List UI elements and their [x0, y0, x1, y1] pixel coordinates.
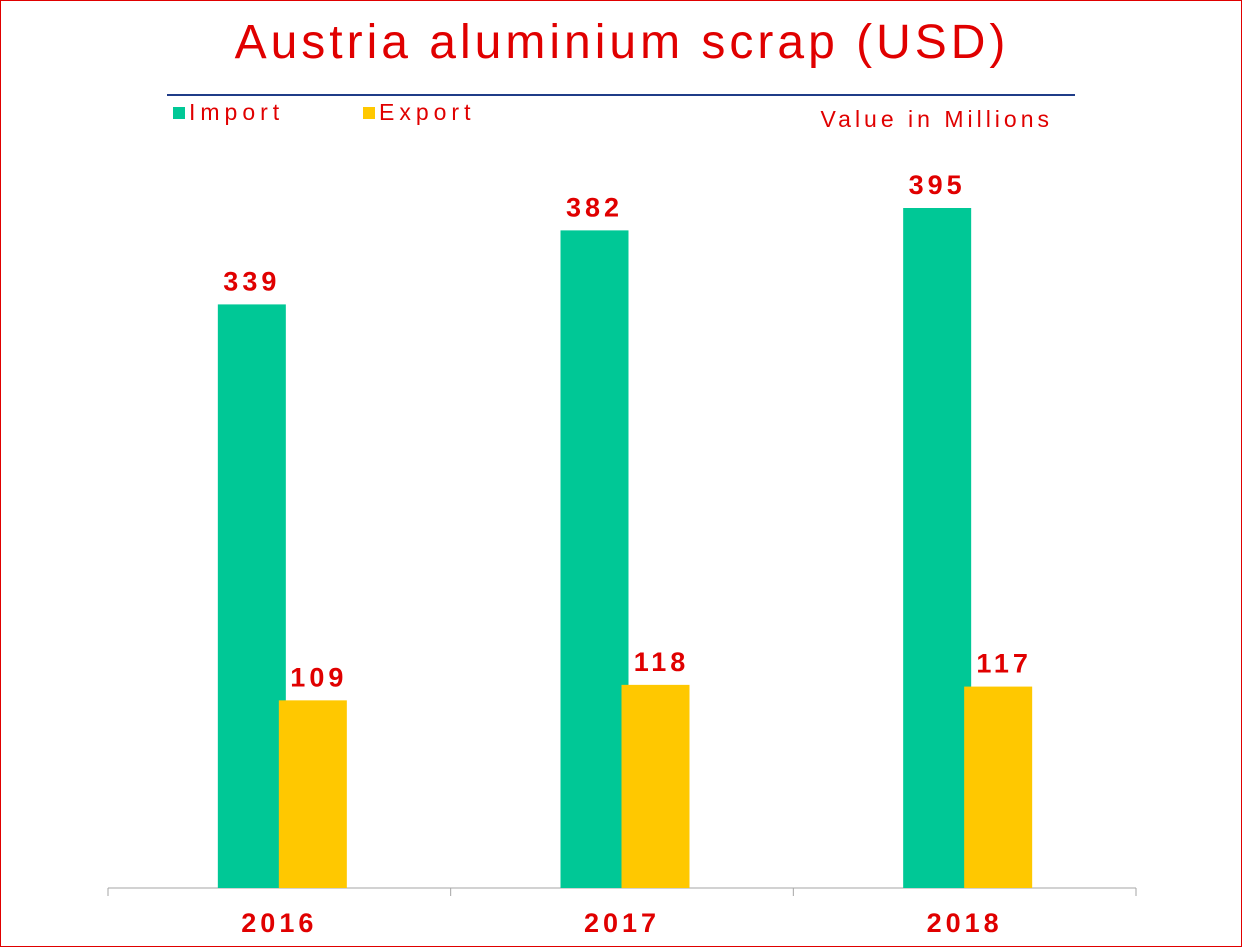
legend-item-export: Export [363, 99, 475, 126]
legend-label-export: Export [379, 99, 476, 125]
bar-import-2018 [903, 208, 972, 888]
bar-export-2018 [964, 686, 1033, 888]
legend-swatch-import [173, 106, 185, 119]
legend-swatch-export [363, 106, 375, 119]
data-label-export-2018: 117 [976, 649, 1032, 679]
bar-export-2017 [621, 684, 690, 888]
bar-import-2016 [217, 304, 286, 889]
data-label-export-2017: 118 [634, 647, 690, 677]
data-label-import-2017: 382 [566, 192, 623, 222]
bar-import-2017 [560, 230, 629, 888]
data-label-export-2016: 109 [290, 662, 347, 692]
legend-label-import: Import [189, 99, 285, 125]
title-underline [167, 94, 1075, 96]
x-tick-label-2018: 2018 [927, 908, 1003, 938]
x-tick-label-2016: 2016 [241, 908, 317, 938]
x-tick-label-2017: 2017 [584, 908, 660, 938]
data-label-import-2016: 339 [223, 266, 280, 296]
data-label-import-2018: 395 [909, 170, 966, 200]
bar-export-2016 [278, 700, 347, 888]
unit-label: Value in Millions [820, 106, 1053, 132]
chart-title: Austria aluminium scrap (USD) [234, 16, 1010, 69]
legend-item-import: Import [173, 99, 284, 126]
